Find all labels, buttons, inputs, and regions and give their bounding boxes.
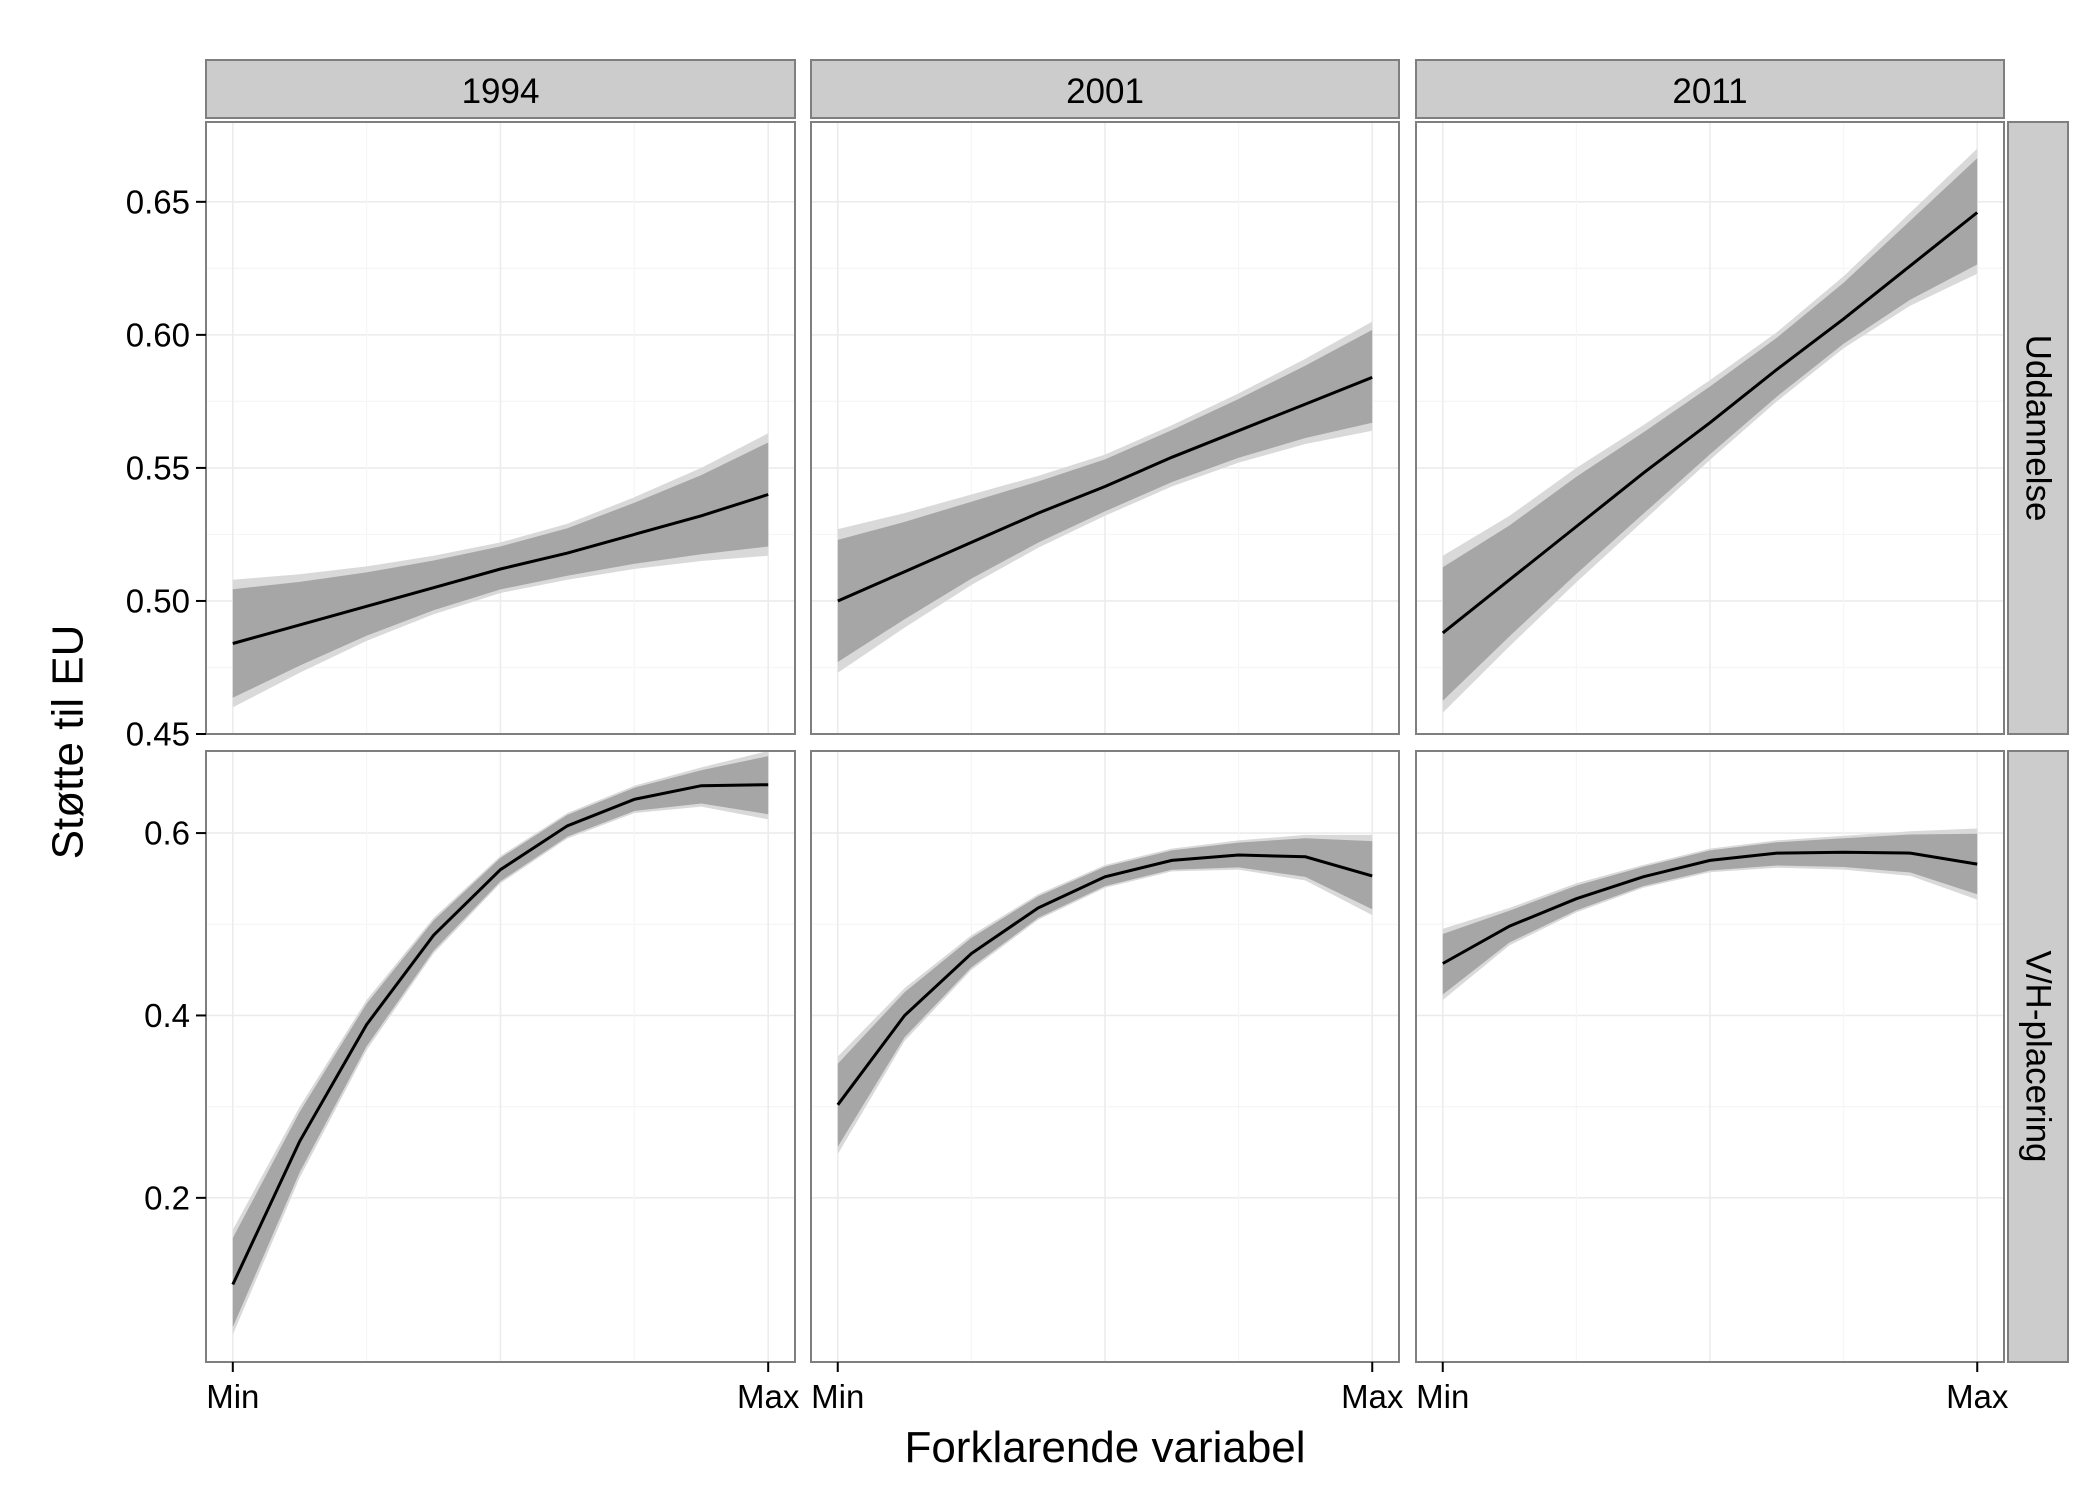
fit-line	[836, 853, 1373, 1106]
row-strip-label: V/H-placering	[2019, 950, 2058, 1162]
y-tick-label: 0.2	[144, 1179, 190, 1216]
x-tick-label: Max	[737, 1378, 800, 1415]
y-axis-title: Støtte til EU	[44, 625, 93, 860]
confidence-band-inner	[837, 838, 1373, 1147]
fit-line	[1442, 850, 1978, 965]
y-tick-label: 0.50	[126, 582, 190, 619]
column-strip-label: 2001	[1066, 72, 1144, 111]
y-tick-label: 0.65	[126, 183, 190, 220]
x-tick-label: Max	[1946, 1378, 2009, 1415]
column-strip	[1415, 59, 2005, 119]
x-tick-label: Max	[1341, 1378, 1404, 1415]
confidence-band-inner	[1442, 158, 1978, 701]
y-tick-label: 0.60	[126, 316, 190, 353]
x-tick-label: Min	[811, 1378, 864, 1415]
x-tick-label: Min	[206, 1378, 259, 1415]
panel-border	[205, 750, 796, 1363]
row-strip-label: Uddannelse	[2019, 335, 2058, 522]
y-tick-label: 0.55	[126, 449, 190, 486]
x-tick-label: Min	[1416, 1378, 1469, 1415]
confidence-band-inner	[1442, 833, 1978, 995]
column-strip	[810, 59, 1400, 119]
fit-line	[837, 376, 1373, 603]
panel-border	[205, 121, 796, 735]
column-strip	[205, 59, 796, 119]
panel-border	[1415, 750, 2005, 1363]
fit-line	[1441, 211, 1979, 635]
row-strip	[2007, 121, 2069, 735]
y-tick-label: 0.45	[126, 716, 190, 753]
panel-border	[810, 121, 1400, 735]
y-tick-label: 0.6	[144, 815, 190, 852]
row-strip	[2007, 750, 2069, 1363]
y-tick-label: 0.4	[144, 997, 190, 1034]
panel-border	[810, 750, 1400, 1363]
panel-border	[1415, 121, 2005, 735]
column-strip-label: 1994	[462, 72, 540, 111]
confidence-band-inner	[837, 329, 1373, 662]
x-axis-title: Forklarende variabel	[904, 1423, 1305, 1472]
fit-line	[232, 493, 769, 645]
column-strip-label: 2011	[1672, 72, 1747, 111]
fit-line	[231, 783, 769, 1286]
